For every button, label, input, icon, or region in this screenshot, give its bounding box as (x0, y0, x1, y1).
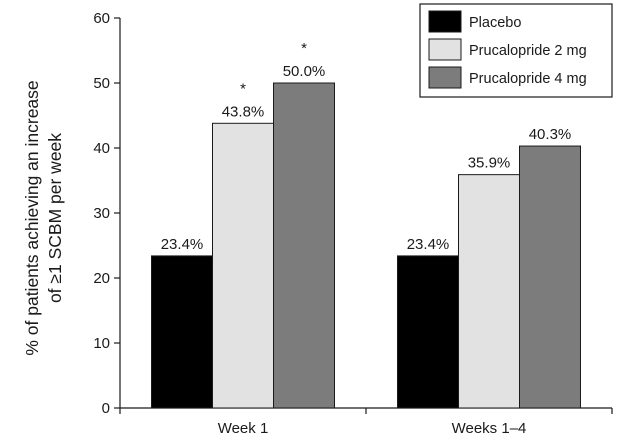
y-tick-label: 0 (102, 400, 110, 417)
legend-label: Prucalopride 2 mg (469, 43, 587, 59)
data-label: 43.8% (222, 103, 265, 120)
legend-swatch (428, 38, 462, 61)
y-axis: 0 10 20 30 40 50 60 (93, 10, 121, 417)
y-axis-title-line-1: % of patients achieving an increase (22, 80, 42, 355)
significance-marker: * (240, 80, 246, 97)
bar (458, 174, 520, 409)
x-category-label: Week 1 (218, 420, 269, 437)
bar (519, 145, 581, 409)
bar (273, 82, 335, 409)
data-label: 50.0% (283, 63, 326, 80)
bars: 23.4% 43.8% * 50.0% * 23.4% 35.9% 40.3% (151, 40, 581, 409)
data-label: 23.4% (161, 236, 204, 253)
y-axis-title: % of patients achieving an increase of ≥… (22, 80, 65, 355)
legend-swatch (428, 10, 462, 33)
y-tick-label: 40 (93, 140, 110, 157)
y-axis-title-line-2: of ≥1 SCBM per week (45, 133, 65, 303)
data-label: 40.3% (529, 126, 572, 143)
y-tick-label: 20 (93, 270, 110, 287)
y-tick-label: 10 (93, 335, 110, 352)
data-label: 35.9% (468, 155, 511, 172)
bar (151, 255, 213, 409)
y-tick-label: 50 (93, 75, 110, 92)
x-axis: Week 1 Weeks 1–4 (119, 407, 613, 437)
legend-label: Placebo (469, 15, 521, 31)
legend-label: Prucalopride 4 mg (469, 71, 587, 87)
legend: Placebo Prucalopride 2 mg Prucalopride 4 m… (419, 3, 613, 98)
y-tick-label: 60 (93, 10, 110, 27)
significance-marker: * (301, 40, 307, 57)
bar (397, 255, 459, 409)
legend-swatch (428, 66, 462, 89)
data-label: 23.4% (407, 236, 450, 253)
x-category-label: Weeks 1–4 (452, 420, 527, 437)
bar (212, 122, 274, 409)
y-tick-label: 30 (93, 205, 110, 222)
